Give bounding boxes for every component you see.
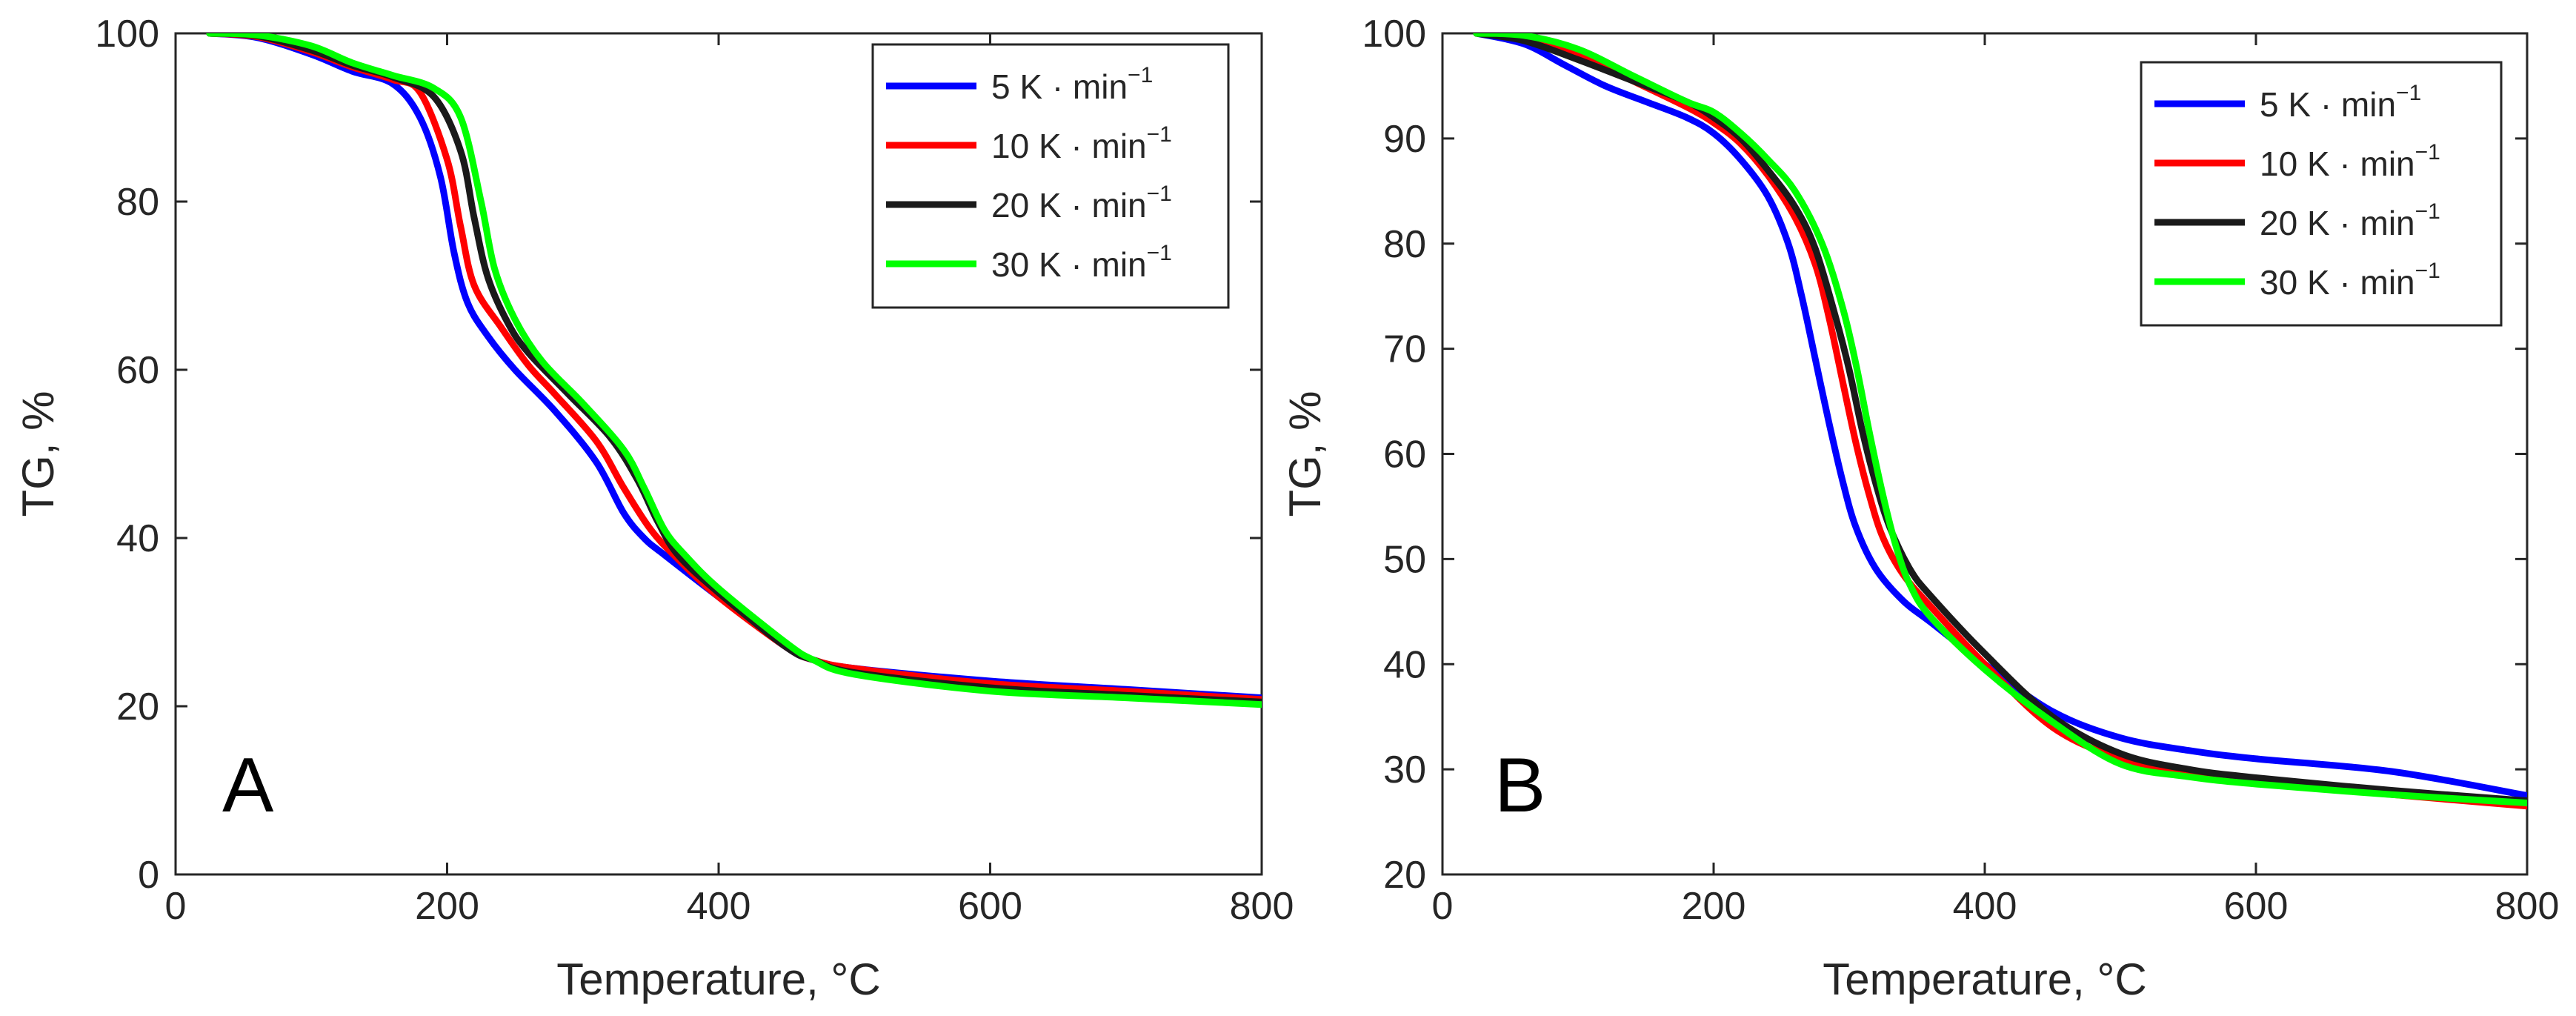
y-tick-label: 20 [116,685,159,728]
x-tick-label: 800 [2495,885,2560,928]
y-tick-label: 30 [1383,748,1426,791]
legend-entry-exponent: −1 [2396,81,2421,105]
legend-entry-label: 10 K · min [991,127,1147,165]
y-tick-label: 40 [1383,643,1426,686]
legend-entry-label: 10 K · min [2260,145,2415,183]
x-tick-label: 400 [1953,885,2017,928]
legend-entry: 10 K · min−1 [2260,140,2440,183]
y-tick-label: 50 [1383,538,1426,581]
legend-entry-exponent: −1 [2415,199,2440,224]
legend-entry: 20 K · min−1 [991,182,1172,225]
series-group-b [1473,33,2527,810]
x-tick-label: 0 [165,885,187,928]
panel-label-b: B [1494,743,1545,829]
x-tick-label: 800 [1230,885,1294,928]
x-tick-label: 600 [958,885,1022,928]
legend-a: 5 K · min−110 K · min−120 K · min−130 K … [871,43,1230,309]
y-tick-label: 40 [116,517,159,560]
y-tick-label: 80 [116,181,159,224]
x-tick-label: 600 [2224,885,2289,928]
y-tick-label: 80 [1383,223,1426,266]
x-axis-title: Temperature, °C [1823,954,2147,1004]
legend-entry: 5 K · min−1 [991,63,1153,106]
legend-entry-exponent: −1 [1147,182,1172,206]
legend-b: 5 K · min−110 K · min−120 K · min−130 K … [2140,61,2503,327]
legend-entry-exponent: −1 [1147,241,1172,265]
y-tick-label: 20 [1383,854,1426,897]
series-group-a [206,33,1262,708]
series-line-30k-a [206,33,1262,708]
chart-panel-b: 0 200 400 600 800 20 30 40 50 60 70 80 90 100 Temperat… [1280,13,2559,1004]
legend-entry-label: 5 K · min [991,67,1128,106]
chart-panel-a: 0 200 400 600 800 0 20 40 60 80 100 Temperature, °C… [13,13,1294,1004]
y-tick-label: 90 [1383,118,1426,161]
legend-entry-label: 20 K · min [991,186,1147,225]
y-axis-title: TG, % [13,391,63,517]
y-tick-label: 60 [116,349,159,392]
legend-entry-exponent: −1 [2415,140,2440,165]
panel-label-a: A [222,743,274,829]
y-tick-label: 100 [1362,13,1426,56]
x-tick-label: 200 [415,885,479,928]
legend-entry-exponent: −1 [2415,259,2440,283]
legend-entry-label: 20 K · min [2260,204,2415,242]
series-line-30k-b [1473,33,2527,806]
legend-entry: 20 K · min−1 [2260,199,2440,242]
legend-entry: 5 K · min−1 [2260,81,2421,124]
legend-entry-label: 5 K · min [2260,85,2396,124]
legend-entry-exponent: −1 [1147,122,1172,147]
x-axis-title: Temperature, °C [556,954,881,1004]
legend-entry-label: 30 K · min [991,245,1147,284]
legend-entry: 10 K · min−1 [991,122,1172,165]
y-tick-label: 70 [1383,328,1426,371]
legend-entry-exponent: −1 [1128,63,1153,87]
x-tick-label: 200 [1682,885,1746,928]
legend-entry-label: 30 K · min [2260,263,2415,302]
y-tick-label: 60 [1383,434,1426,477]
y-tick-label: 0 [138,854,159,897]
x-tick-label: 400 [687,885,751,928]
legend-entry: 30 K · min−1 [2260,259,2440,302]
y-tick-label: 100 [95,13,159,56]
series-line-5k-b [1473,33,2527,800]
x-tick-label: 0 [1432,885,1454,928]
legend-entry: 30 K · min−1 [991,241,1172,284]
y-axis-title: TG, % [1280,391,1330,517]
